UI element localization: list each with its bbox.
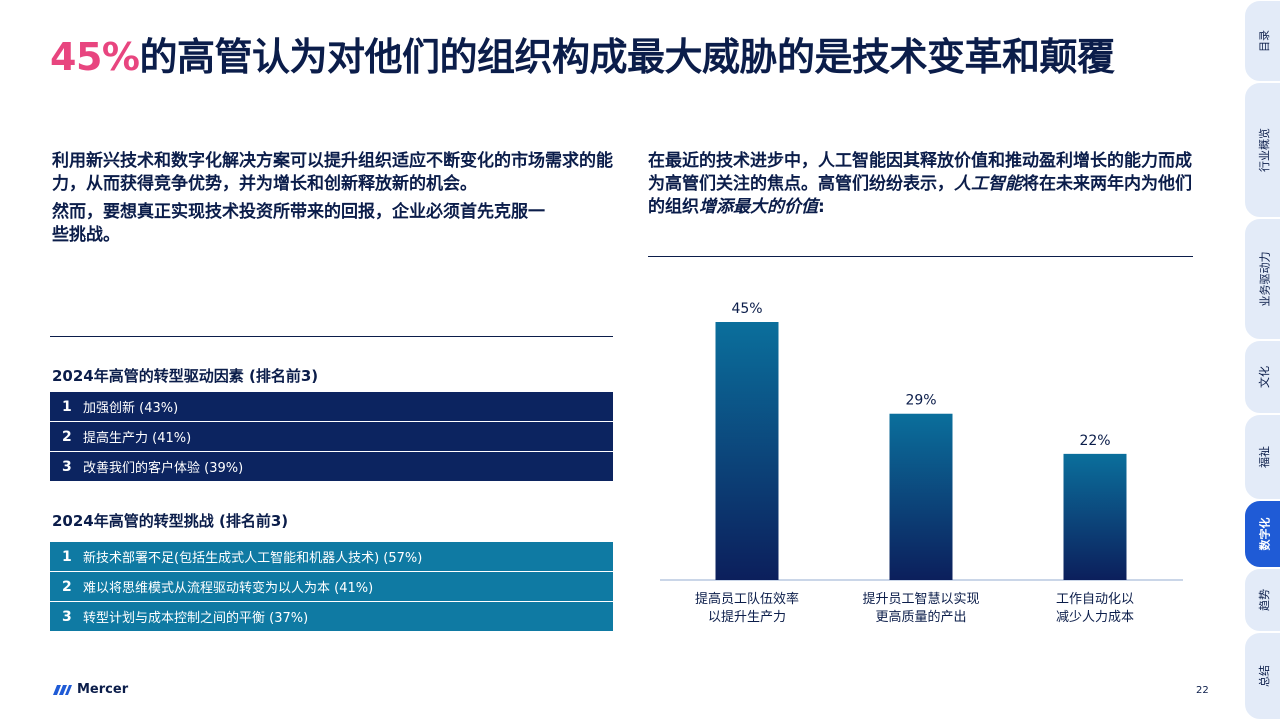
page-title: 45%的高管认为对他们的组织构成最大威胁的是技术变革和颠覆 bbox=[50, 26, 1200, 81]
list-item: 3 转型计划与成本控制之间的平衡 (37%) bbox=[50, 602, 613, 632]
side-tab-trends[interactable]: 趋势 bbox=[1244, 568, 1280, 632]
bar-value-label: 45% bbox=[731, 301, 762, 317]
side-tab-digital[interactable]: 数字化 bbox=[1244, 500, 1280, 568]
side-tab-label: 数字化 bbox=[1258, 517, 1271, 551]
title-highlight: 45% bbox=[50, 35, 140, 79]
side-tab-label: 总结 bbox=[1258, 665, 1271, 687]
category-label: 以提升生产力 bbox=[708, 609, 786, 625]
right-intro-emphasis-1: 人工智能 bbox=[954, 174, 1022, 194]
bar-value-label: 29% bbox=[905, 393, 936, 409]
right-divider bbox=[648, 256, 1193, 257]
footer-logo: Mercer bbox=[52, 682, 128, 697]
brand-name: Mercer bbox=[77, 682, 129, 697]
mercer-logo-icon bbox=[53, 684, 72, 695]
right-intro-part-2: 将在未来两年内为他们的组织 bbox=[648, 174, 1192, 217]
category-label: 提高员工队伍效率 bbox=[695, 591, 799, 607]
rank-number: 3 bbox=[62, 608, 72, 625]
side-navigation: 目录 行业概览 业务驱动力 文化 福祉 数字化 趋势 总结 bbox=[1244, 0, 1280, 720]
left-intro-paragraph-2: 然而，要想真正实现技术投资所带来的回报，企业必须首先克服一些挑战。 bbox=[52, 202, 545, 245]
rank-number: 1 bbox=[62, 398, 72, 415]
challenge-text: 转型计划与成本控制之间的平衡 (37%) bbox=[83, 611, 309, 626]
side-tab-business-drivers[interactable]: 业务驱动力 bbox=[1244, 218, 1280, 340]
left-divider bbox=[50, 336, 613, 337]
rank-number: 3 bbox=[62, 458, 72, 475]
rank-number: 1 bbox=[62, 548, 72, 565]
challenges-heading: 2024年高管的转型挑战 (排名前3) bbox=[52, 512, 289, 530]
list-item: 3 改善我们的客户体验 (39%) bbox=[50, 452, 613, 482]
category-label: 更高质量的产出 bbox=[875, 609, 966, 625]
side-tab-label: 目录 bbox=[1258, 30, 1271, 52]
side-tab-wellbeing[interactable]: 福祉 bbox=[1244, 414, 1280, 500]
driver-text: 改善我们的客户体验 (39%) bbox=[83, 461, 244, 476]
challenge-text: 新技术部署不足(包括生成式人工智能和机器人技术) (57%) bbox=[83, 551, 423, 566]
side-tab-culture[interactable]: 文化 bbox=[1244, 340, 1280, 414]
bar-3 bbox=[1063, 453, 1127, 580]
left-intro: 利用新兴技术和数字化解决方案可以提升组织适应不断变化的市场需求的能力，从而获得竞… bbox=[52, 150, 622, 252]
challenges-list: 1 新技术部署不足(包括生成式人工智能和机器人技术) (57%) 2 难以将思维模式… bbox=[50, 542, 613, 632]
right-intro-emphasis-2: 增添最大的价值 bbox=[699, 197, 818, 217]
drivers-heading: 2024年高管的转型驱动因素 (排名前3) bbox=[52, 367, 319, 385]
list-item: 1 加强创新 (43%) bbox=[50, 392, 613, 422]
bar-value-label: 22% bbox=[1079, 433, 1110, 449]
side-tab-label: 业务驱动力 bbox=[1258, 251, 1271, 307]
driver-text: 提高生产力 (41%) bbox=[83, 431, 192, 446]
side-tab-label: 福祉 bbox=[1258, 446, 1271, 468]
drivers-list: 1 加强创新 (43%) 2 提高生产力 (41%) 3 改善我们的客户体验 (39%… bbox=[50, 392, 613, 482]
challenge-text: 难以将思维模式从流程驱动转变为以人为本 (41%) bbox=[83, 581, 374, 596]
list-item: 2 提高生产力 (41%) bbox=[50, 422, 613, 452]
list-item: 2 难以将思维模式从流程驱动转变为以人为本 (41%) bbox=[50, 572, 613, 602]
left-intro-paragraph-1: 利用新兴技术和数字化解决方案可以提升组织适应不断变化的市场需求的能力，从而获得竞… bbox=[52, 151, 613, 194]
right-intro-part-3: : bbox=[818, 197, 825, 217]
rank-number: 2 bbox=[62, 578, 72, 595]
list-item: 1 新技术部署不足(包括生成式人工智能和机器人技术) (57%) bbox=[50, 542, 613, 572]
bar-1 bbox=[715, 322, 779, 580]
side-tab-label: 趋势 bbox=[1258, 589, 1271, 611]
side-tab-contents[interactable]: 目录 bbox=[1244, 0, 1280, 82]
bar-2 bbox=[889, 413, 953, 580]
category-label: 提升员工智慧以实现 bbox=[862, 591, 979, 607]
side-tab-industry-overview[interactable]: 行业概览 bbox=[1244, 82, 1280, 218]
category-label: 工作自动化以 bbox=[1056, 592, 1134, 607]
category-label: 减少人力成本 bbox=[1056, 610, 1134, 625]
driver-text: 加强创新 (43%) bbox=[83, 401, 179, 416]
page-number: 22 bbox=[1196, 685, 1209, 696]
right-intro: 在最近的技术进步中，人工智能因其释放价值和推动盈利增长的能力而成为高管们关注的焦… bbox=[648, 150, 1193, 219]
right-intro-part-1: 在最近的技术进步中，人工智能因其释放价值和推动盈利增长的能力而成为高管们关注的焦… bbox=[648, 151, 1192, 194]
side-tab-label: 文化 bbox=[1258, 366, 1271, 388]
rank-number: 2 bbox=[62, 428, 72, 445]
title-text: 的高管认为对他们的组织构成最大威胁的是技术变革和颠覆 bbox=[139, 35, 1115, 79]
side-tab-label: 行业概览 bbox=[1258, 128, 1271, 172]
side-tab-summary[interactable]: 总结 bbox=[1244, 632, 1280, 720]
